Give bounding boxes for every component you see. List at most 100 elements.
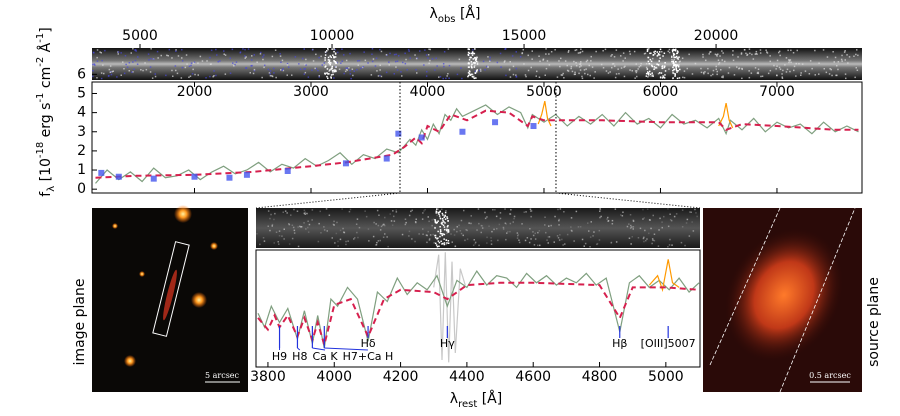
photometry-point bbox=[115, 173, 122, 180]
noise-pixel bbox=[829, 68, 831, 70]
scale-label: 0.5 arcsec bbox=[809, 371, 851, 380]
noise-pixel bbox=[491, 230, 493, 233]
noise-pixel bbox=[360, 67, 362, 70]
noise-pixel bbox=[474, 57, 476, 59]
noise-pixel bbox=[443, 221, 445, 223]
noise-pixel bbox=[442, 63, 445, 65]
noise-pixel bbox=[343, 231, 346, 234]
noise-pixel bbox=[217, 60, 219, 63]
noise-pixel bbox=[437, 210, 439, 213]
noise-pixel bbox=[331, 69, 334, 72]
noise-pixel bbox=[760, 75, 762, 78]
noise-pixel bbox=[193, 61, 196, 63]
line-label: H7+Ca H bbox=[343, 350, 394, 363]
noise-pixel bbox=[475, 60, 478, 63]
noise-pixel bbox=[766, 52, 769, 54]
noise-pixel bbox=[621, 215, 624, 217]
noise-pixel bbox=[649, 58, 652, 61]
noise-pixel bbox=[856, 49, 858, 51]
noise-pixel bbox=[357, 60, 359, 62]
noise-pixel bbox=[440, 230, 442, 233]
noise-pixel bbox=[446, 232, 448, 234]
label-part: obs bbox=[438, 14, 456, 25]
noise-pixel bbox=[654, 52, 656, 55]
noise-pixel bbox=[476, 56, 478, 59]
noise-pixel bbox=[292, 226, 295, 229]
noise-pixel bbox=[476, 61, 479, 63]
noise-pixel bbox=[532, 231, 534, 233]
noise-pixel bbox=[675, 57, 678, 59]
noise-pixel bbox=[629, 69, 631, 71]
noise-pixel bbox=[205, 77, 207, 79]
noise-pixel bbox=[652, 75, 654, 77]
noise-pixel bbox=[503, 61, 506, 63]
noise-pixel bbox=[618, 72, 620, 75]
noise-pixel bbox=[472, 244, 475, 246]
noise-pixel bbox=[486, 242, 488, 244]
line-label: H9 bbox=[272, 350, 287, 363]
noise-pixel bbox=[132, 61, 134, 63]
noise-pixel bbox=[567, 70, 570, 72]
noise-pixel bbox=[462, 234, 464, 237]
noise-pixel bbox=[530, 210, 533, 212]
noise-pixel bbox=[349, 208, 352, 211]
noise-pixel bbox=[358, 59, 361, 62]
noise-pixel bbox=[349, 69, 351, 72]
noise-pixel bbox=[535, 75, 537, 77]
noise-pixel bbox=[581, 77, 584, 80]
noise-pixel bbox=[287, 66, 290, 68]
galaxy bbox=[112, 223, 118, 229]
noise-pixel bbox=[732, 59, 735, 62]
noise-pixel bbox=[650, 75, 652, 77]
noise-pixel bbox=[443, 242, 446, 244]
noise-pixel bbox=[404, 62, 407, 65]
noise-pixel bbox=[694, 62, 697, 65]
noise-pixel bbox=[379, 64, 381, 66]
noise-pixel bbox=[579, 51, 582, 54]
noise-pixel bbox=[746, 53, 749, 56]
noise-pixel bbox=[547, 236, 549, 238]
noise-pixel bbox=[647, 72, 649, 75]
noise-pixel bbox=[554, 49, 556, 51]
noise-pixel bbox=[442, 224, 445, 226]
noise-pixel bbox=[676, 52, 678, 55]
noise-pixel bbox=[661, 77, 664, 79]
noise-pixel bbox=[580, 48, 582, 50]
noise-pixel bbox=[494, 209, 496, 211]
noise-pixel bbox=[663, 76, 665, 78]
noise-pixel bbox=[103, 72, 105, 75]
noise-pixel bbox=[728, 66, 731, 69]
noise-pixel bbox=[337, 51, 339, 54]
noise-pixel bbox=[800, 74, 802, 76]
noise-pixel bbox=[587, 73, 589, 76]
noise-pixel bbox=[505, 74, 507, 77]
noise-pixel bbox=[151, 77, 154, 79]
noise-pixel bbox=[335, 62, 337, 64]
label-part: erg s bbox=[38, 103, 54, 142]
noise-pixel bbox=[131, 71, 133, 73]
noise-pixel bbox=[650, 52, 652, 54]
noise-pixel bbox=[328, 60, 331, 63]
noise-pixel bbox=[431, 224, 433, 227]
noise-pixel bbox=[657, 245, 660, 247]
noise-pixel bbox=[672, 77, 674, 79]
noise-pixel bbox=[317, 69, 319, 72]
noise-pixel bbox=[234, 63, 236, 66]
noise-pixel bbox=[447, 229, 450, 231]
noise-pixel bbox=[644, 52, 647, 55]
noise-pixel bbox=[443, 51, 446, 53]
noise-pixel bbox=[724, 60, 726, 63]
noise-pixel bbox=[745, 52, 747, 55]
x-tick-label: 4400 bbox=[449, 369, 485, 385]
noise-pixel bbox=[537, 244, 539, 247]
noise-pixel bbox=[650, 63, 652, 65]
noise-pixel bbox=[736, 66, 738, 68]
noise-pixel bbox=[435, 244, 438, 246]
noise-pixel bbox=[581, 50, 584, 53]
noise-pixel bbox=[253, 69, 256, 72]
noise-pixel bbox=[354, 237, 356, 239]
noise-pixel bbox=[528, 241, 531, 244]
noise-pixel bbox=[401, 75, 403, 77]
noise-pixel bbox=[436, 65, 438, 67]
noise-pixel bbox=[682, 76, 684, 79]
